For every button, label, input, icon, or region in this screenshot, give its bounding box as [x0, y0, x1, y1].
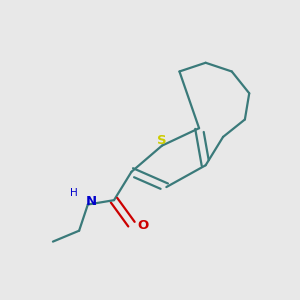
Text: S: S: [157, 134, 167, 147]
Text: N: N: [85, 195, 97, 208]
Text: O: O: [138, 219, 149, 232]
Text: H: H: [70, 188, 77, 197]
